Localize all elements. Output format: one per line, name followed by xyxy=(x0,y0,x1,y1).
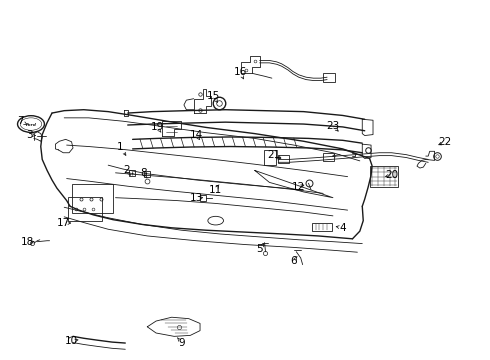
Text: Ford: Ford xyxy=(25,122,36,126)
Text: 7: 7 xyxy=(17,116,24,126)
Bar xyxy=(323,153,334,161)
Bar xyxy=(369,166,398,187)
Text: 17: 17 xyxy=(57,218,70,228)
Text: 8: 8 xyxy=(140,168,147,178)
Text: 4: 4 xyxy=(340,223,346,233)
Bar xyxy=(313,222,332,231)
Text: 15: 15 xyxy=(207,91,220,101)
Bar xyxy=(323,73,335,82)
Text: 12: 12 xyxy=(292,182,305,192)
Bar xyxy=(68,197,102,221)
Text: 1: 1 xyxy=(117,141,123,152)
Text: 23: 23 xyxy=(326,121,340,131)
Text: 16: 16 xyxy=(234,67,247,77)
Text: 3: 3 xyxy=(25,130,32,140)
Text: 19: 19 xyxy=(150,122,164,132)
Text: 22: 22 xyxy=(439,137,452,147)
Text: 10: 10 xyxy=(65,336,78,346)
Text: 5: 5 xyxy=(256,244,263,254)
Text: 20: 20 xyxy=(385,170,398,180)
Bar xyxy=(264,150,276,165)
Text: 9: 9 xyxy=(178,338,185,347)
Text: 11: 11 xyxy=(209,185,222,194)
Text: 21: 21 xyxy=(268,150,281,159)
Text: 18: 18 xyxy=(21,237,34,247)
Bar xyxy=(72,184,113,213)
Text: 6: 6 xyxy=(291,256,297,266)
Text: 13: 13 xyxy=(190,193,203,203)
Text: 14: 14 xyxy=(190,130,203,140)
Bar xyxy=(278,155,289,163)
Text: 2: 2 xyxy=(123,166,130,175)
